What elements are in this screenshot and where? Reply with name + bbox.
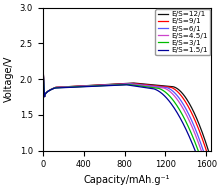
E/S=4.5/1	[42, 79, 45, 81]
Line: E/S=12/1: E/S=12/1	[43, 26, 208, 151]
Y-axis label: Voltage/V: Voltage/V	[4, 56, 14, 102]
E/S=4.5/1	[41, 24, 44, 27]
E/S=12/1	[130, 82, 132, 84]
E/S=12/1	[42, 79, 45, 81]
E/S=1.5/1	[122, 84, 125, 86]
E/S=3/1	[137, 85, 140, 87]
E/S=6/1	[151, 85, 153, 87]
Line: E/S=6/1: E/S=6/1	[43, 26, 203, 151]
E/S=1.5/1	[41, 24, 44, 27]
E/S=3/1	[193, 140, 196, 143]
E/S=9/1	[41, 24, 44, 27]
E/S=3/1	[124, 84, 127, 86]
E/S=1.5/1	[194, 149, 196, 152]
E/S=3/1	[42, 79, 45, 81]
E/S=6/1	[202, 149, 205, 152]
E/S=4.5/1	[148, 85, 151, 88]
Line: E/S=1.5/1: E/S=1.5/1	[43, 26, 195, 151]
E/S=1.5/1	[42, 79, 45, 81]
E/S=12/1	[41, 24, 44, 27]
Legend: E/S=12/1, E/S=9/1, E/S=6/1, E/S=4.5/1, E/S=3/1, E/S=1.5/1: E/S=12/1, E/S=9/1, E/S=6/1, E/S=4.5/1, E…	[155, 9, 210, 55]
E/S=9/1	[166, 86, 169, 88]
E/S=6/1	[127, 83, 130, 85]
E/S=6/1	[41, 24, 44, 27]
E/S=12/1	[170, 85, 172, 88]
E/S=1.5/1	[140, 86, 143, 88]
E/S=6/1	[42, 79, 45, 81]
E/S=9/1	[202, 140, 204, 142]
E/S=9/1	[154, 84, 156, 87]
E/S=9/1	[128, 82, 131, 85]
E/S=6/1	[142, 84, 145, 86]
E/S=4.5/1	[140, 84, 143, 87]
E/S=4.5/1	[126, 83, 128, 85]
E/S=1.5/1	[149, 87, 152, 89]
E/S=6/1	[199, 140, 201, 142]
E/S=12/1	[207, 149, 210, 152]
Line: E/S=3/1: E/S=3/1	[43, 26, 198, 151]
E/S=1.5/1	[134, 85, 137, 87]
E/S=3/1	[197, 149, 200, 152]
E/S=4.5/1	[200, 149, 203, 152]
E/S=4.5/1	[196, 140, 199, 143]
E/S=3/1	[154, 87, 157, 89]
Line: E/S=4.5/1: E/S=4.5/1	[43, 26, 201, 151]
E/S=9/1	[205, 149, 208, 152]
E/S=4.5/1	[160, 86, 162, 89]
E/S=12/1	[204, 140, 207, 142]
E/S=6/1	[163, 86, 165, 88]
E/S=9/1	[42, 79, 45, 81]
E/S=9/1	[144, 84, 147, 86]
X-axis label: Capacity/mAh.g⁻¹: Capacity/mAh.g⁻¹	[84, 175, 170, 185]
E/S=3/1	[144, 86, 147, 88]
E/S=3/1	[41, 24, 44, 27]
E/S=1.5/1	[190, 140, 193, 143]
E/S=12/1	[146, 83, 149, 85]
E/S=12/1	[156, 84, 159, 86]
Line: E/S=9/1: E/S=9/1	[43, 26, 206, 151]
